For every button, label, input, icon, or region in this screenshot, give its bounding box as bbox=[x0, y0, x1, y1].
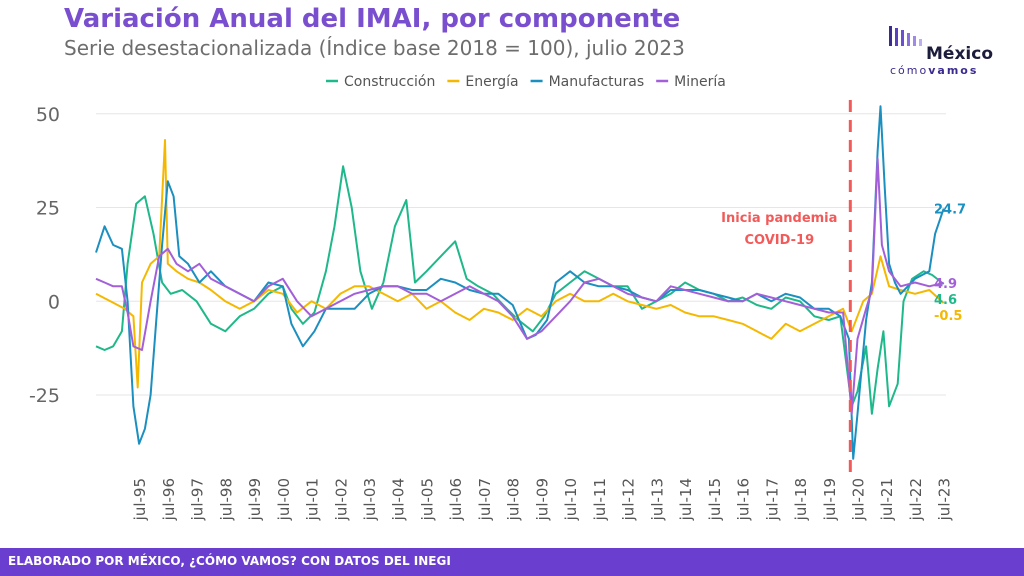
series-line-3 bbox=[95, 157, 944, 415]
x-tick-label: jul-10 bbox=[562, 478, 580, 521]
x-tick-label: jul-09 bbox=[533, 478, 551, 521]
footer-bar: ELABORADO POR MÉXICO, ¿CÓMO VAMOS? CON D… bbox=[0, 548, 1024, 576]
end-value-label-1: -0.5 bbox=[934, 309, 962, 324]
series-line-1 bbox=[95, 139, 945, 389]
x-tick-label: jul-96 bbox=[160, 478, 178, 521]
x-tick-label: jul-16 bbox=[735, 478, 753, 521]
logo-word: México bbox=[926, 44, 993, 64]
x-tick-label: jul-98 bbox=[217, 478, 235, 521]
x-tick-label: jul-18 bbox=[792, 478, 810, 521]
series-line-2 bbox=[95, 105, 945, 460]
chart-title: Variación Anual del IMAI, por componente bbox=[64, 4, 681, 34]
x-tick-label: jul-13 bbox=[648, 478, 666, 521]
annotation-label-line1: Inicia pandemia bbox=[721, 211, 837, 226]
x-tick-label: jul-04 bbox=[390, 478, 408, 521]
chart-subtitle: Serie desestacionalizada (Índice base 20… bbox=[64, 36, 685, 60]
legend-label-1: Energía bbox=[465, 74, 518, 90]
footer-text: ELABORADO POR MÉXICO, ¿CÓMO VAMOS? CON D… bbox=[8, 554, 451, 568]
line-chart: Construcción Energía Manufacturas Minería -2… bbox=[29, 74, 966, 521]
end-value-label-2: 24.7 bbox=[934, 203, 966, 218]
x-tick-label: jul-08 bbox=[505, 478, 523, 521]
legend-label-2: Manufacturas bbox=[549, 74, 645, 90]
y-tick-label: 25 bbox=[36, 198, 60, 220]
x-tick-label: jul-99 bbox=[246, 478, 264, 521]
x-tick-label: jul-07 bbox=[476, 478, 494, 521]
x-tick-label: jul-00 bbox=[275, 478, 293, 521]
legend-label-0: Construcción bbox=[344, 74, 435, 90]
x-tick-label: jul-22 bbox=[907, 478, 925, 521]
x-tick-label: jul-03 bbox=[361, 478, 379, 521]
end-value-label-3: 4.9 bbox=[934, 277, 957, 292]
x-tick-label: jul-12 bbox=[620, 478, 638, 521]
x-tick-label: jul-17 bbox=[763, 478, 781, 521]
x-tick-label: jul-01 bbox=[304, 478, 322, 521]
y-tick-label: 0 bbox=[48, 291, 60, 313]
x-tick-label: jul-19 bbox=[821, 478, 839, 521]
x-tick-label: jul-20 bbox=[849, 478, 867, 521]
y-tick-label: -25 bbox=[29, 385, 60, 407]
mexico-como-vamos-logo: México cómovamos bbox=[888, 24, 1008, 84]
bars-logo-icon bbox=[889, 26, 922, 46]
legend-label-3: Minería bbox=[674, 74, 726, 90]
x-tick-label: jul-11 bbox=[591, 478, 609, 521]
x-tick-label: jul-02 bbox=[332, 478, 350, 521]
x-tick-label: jul-21 bbox=[878, 478, 896, 521]
x-tick-label: jul-06 bbox=[447, 478, 465, 521]
x-tick-label: jul-23 bbox=[936, 478, 954, 521]
series-line-0 bbox=[95, 165, 945, 415]
x-tick-label: jul-97 bbox=[189, 478, 207, 521]
x-tick-label: jul-14 bbox=[677, 478, 695, 521]
x-tick-label: jul-95 bbox=[131, 478, 149, 521]
annotation-label-line2: COVID-19 bbox=[744, 233, 814, 248]
x-tick-label: jul-15 bbox=[706, 478, 724, 521]
y-tick-label: 50 bbox=[36, 104, 60, 126]
end-value-label-0: 4.6 bbox=[934, 293, 957, 308]
x-tick-label: jul-05 bbox=[418, 478, 436, 521]
logo-tag: cómovamos bbox=[890, 64, 979, 77]
